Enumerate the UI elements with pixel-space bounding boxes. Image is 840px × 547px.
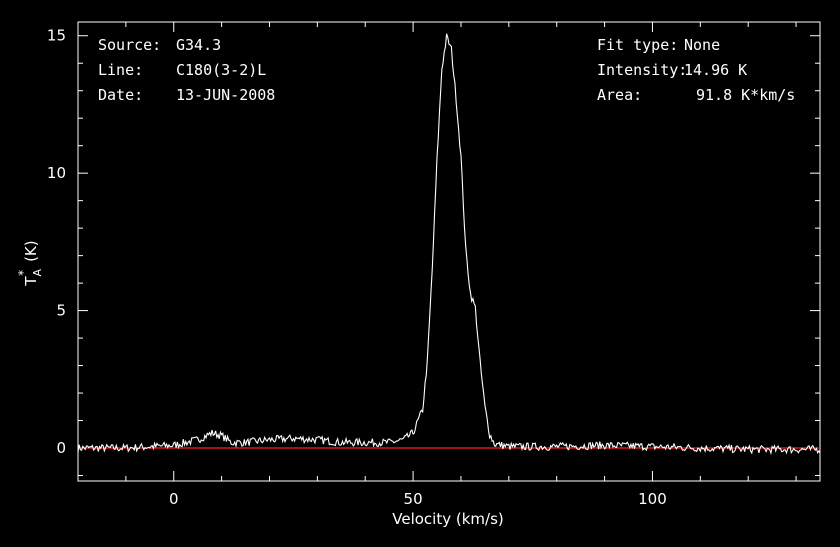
- series-layer: [77, 33, 821, 456]
- plot-frame: [77, 21, 821, 482]
- fit-type-value: None: [684, 36, 721, 54]
- x-axis-ticks: 0 50 100: [77, 22, 797, 508]
- y-axis-label-main: T: [22, 276, 40, 287]
- date-label: Date:: [98, 86, 144, 104]
- line-value: C180(3-2)L: [176, 61, 267, 79]
- y-axis-label-sup: *: [16, 270, 30, 276]
- y-axis-label-unit: (K): [22, 240, 40, 262]
- intensity-label: Intensity:: [597, 61, 688, 79]
- y-axis-label-sub: A: [31, 268, 44, 276]
- y-tick-label: 5: [56, 302, 66, 320]
- spectrum-line: [77, 33, 821, 456]
- y-tick-label: 0: [56, 439, 66, 457]
- area-value: 91.8 K*km/s: [696, 86, 796, 104]
- x-tick-label: 50: [404, 490, 423, 508]
- y-tick-label: 15: [47, 27, 66, 45]
- x-axis-label: Velocity (km/s): [392, 510, 503, 528]
- area-label: Area:: [597, 86, 643, 104]
- svg-text:TA*(K): TA* (K): [16, 240, 44, 286]
- y-axis-ticks: 0 5 10 15: [47, 27, 820, 477]
- line-label: Line:: [98, 61, 144, 79]
- y-axis-label: TA* (K): [16, 240, 44, 286]
- x-tick-label: 0: [169, 490, 179, 508]
- source-label: Source:: [98, 36, 162, 54]
- source-value: G34.3: [176, 36, 222, 54]
- fit-type-label: Fit type:: [597, 36, 679, 54]
- y-tick-label: 10: [47, 164, 66, 182]
- date-value: 13-JUN-2008: [176, 86, 276, 104]
- x-tick-label: 100: [638, 490, 667, 508]
- intensity-value: 14.96 K: [684, 61, 748, 79]
